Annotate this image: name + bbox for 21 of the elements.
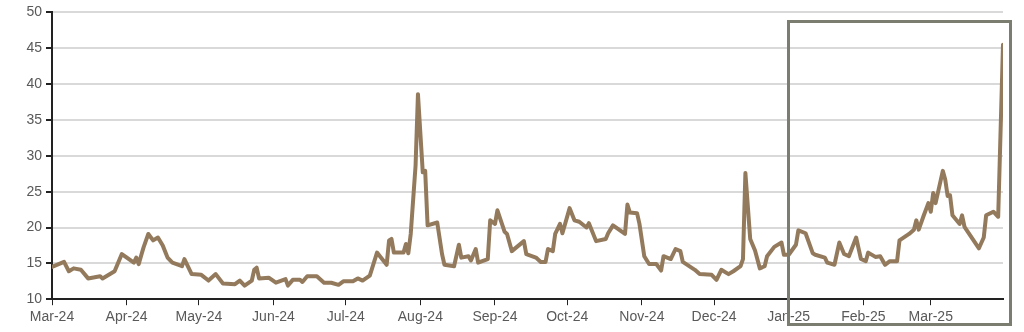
x-tick-label: Jul-24 xyxy=(326,308,365,325)
y-tick-label: 15 xyxy=(26,254,43,271)
y-tick-label: 20 xyxy=(26,218,43,235)
x-tick-label: Oct-24 xyxy=(546,308,589,325)
x-tick-label: Dec-24 xyxy=(691,308,737,325)
x-tick-label: Aug-24 xyxy=(397,308,444,325)
y-tick-label: 45 xyxy=(26,39,43,56)
x-tick-label: Feb-25 xyxy=(841,308,886,325)
y-tick-label: 25 xyxy=(26,182,43,199)
y-tick-label: 40 xyxy=(26,74,43,91)
x-tick-label: Sep-24 xyxy=(472,308,518,325)
y-tick-label: 50 xyxy=(26,3,43,20)
y-tick-label: 10 xyxy=(26,290,43,307)
x-tick-label: Mar-25 xyxy=(908,308,954,325)
y-tick-label: 35 xyxy=(26,110,43,127)
x-tick-label: Apr-24 xyxy=(105,308,148,325)
x-tick-label: Nov-24 xyxy=(619,308,665,325)
y-tick-label: 30 xyxy=(26,146,43,163)
x-tick-label: May-24 xyxy=(175,308,223,325)
x-tick-label: Jun-24 xyxy=(252,308,296,325)
x-tick-label: Mar-24 xyxy=(29,308,75,325)
